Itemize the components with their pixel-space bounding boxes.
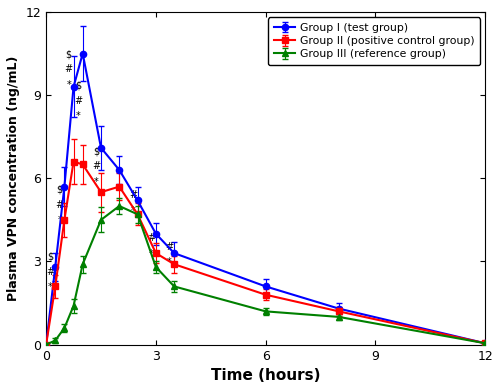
Text: *: * (76, 112, 80, 121)
Text: #: # (46, 267, 54, 277)
Text: *: * (94, 177, 98, 186)
Text: *: * (167, 257, 172, 267)
Y-axis label: Plasma VPN concentration (ng/mL): Plasma VPN concentration (ng/mL) (7, 56, 20, 301)
Text: $: $ (93, 146, 100, 156)
Text: #: # (64, 64, 73, 74)
Text: $: $ (66, 49, 72, 59)
Text: #: # (129, 190, 137, 200)
Text: *: * (48, 282, 53, 292)
Text: *: * (58, 215, 62, 225)
Text: #: # (56, 200, 64, 210)
Text: *: * (130, 206, 135, 216)
Text: *: * (148, 249, 154, 259)
Text: #: # (147, 234, 155, 243)
Text: #: # (166, 242, 173, 252)
Legend: Group I (test group), Group II (positive control group), Group III (reference gr: Group I (test group), Group II (positive… (268, 18, 480, 65)
X-axis label: Time (hours): Time (hours) (211, 368, 320, 383)
Text: $: $ (56, 185, 62, 195)
Text: #: # (92, 161, 100, 171)
Text: *: * (66, 80, 71, 90)
Text: $: $ (75, 81, 81, 91)
Text: $: $ (48, 252, 54, 261)
Text: #: # (74, 96, 82, 106)
